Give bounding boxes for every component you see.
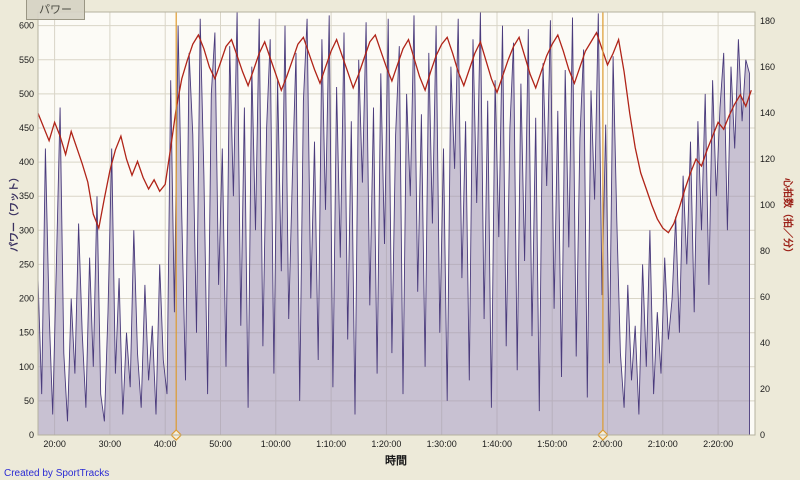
x-tick-label: 1:50:00 [537, 439, 567, 449]
y-left-tick-label: 200 [19, 294, 34, 304]
y-left-tick-label: 250 [19, 259, 34, 269]
x-tick-label: 30:00 [99, 439, 122, 449]
heart-rate-line-series [37, 31, 752, 234]
x-tick-label: 1:30:00 [427, 439, 457, 449]
x-tick-label: 1:20:00 [371, 439, 401, 449]
chart-area: 20:00 30:00 40:00 50:00 1:00:00 1:10:00 1:20:0… [19, 11, 775, 449]
x-tick-label: 2:20:00 [703, 439, 733, 449]
power-heartrate-chart: 20:00 30:00 40:00 50:00 1:00:00 1:10:00 1:20:0… [19, 11, 775, 449]
y-right-tick-label: 180 [760, 16, 775, 26]
sporttracks-credit-link[interactable]: Created by SportTracks [4, 468, 110, 479]
y-left-tick-label: 50 [24, 396, 34, 406]
y-right-tick-label: 100 [760, 200, 775, 210]
y-right-tick-label: 140 [760, 108, 775, 118]
y-right-tick-label: 0 [760, 430, 765, 440]
y-right-tick-label: 80 [760, 246, 770, 256]
x-tick-label: 1:10:00 [316, 439, 346, 449]
y-left-tick-label: 300 [19, 225, 34, 235]
x-tick-label: 40:00 [154, 439, 177, 449]
y-left-tick-label: 350 [19, 191, 34, 201]
y-right-tick-label: 160 [760, 62, 775, 72]
y-left-tick-label: 400 [19, 157, 34, 167]
x-axis-label-time: 時間 [385, 455, 407, 467]
x-tick-label: 50:00 [209, 439, 232, 449]
y-right-tick-label: 60 [760, 292, 770, 302]
y-left-tick-label: 550 [19, 55, 34, 65]
y-left-tick-label: 150 [19, 328, 34, 338]
x-tick-label: 2:10:00 [648, 439, 678, 449]
x-tick-label: 1:40:00 [482, 439, 512, 449]
y-left-tick-label: 500 [19, 89, 34, 99]
y-right-tick-label: 20 [760, 384, 770, 394]
y-left-tick-label: 450 [19, 123, 34, 133]
y-left-tick-label: 600 [19, 21, 34, 31]
y-axis-label-power: パワー（ワット） [9, 172, 21, 252]
x-tick-label: 2:00:00 [592, 439, 622, 449]
y-right-tick-label: 120 [760, 154, 775, 164]
tab-power-series[interactable]: パワー [26, 0, 85, 20]
y-left-tick-label: 100 [19, 362, 34, 372]
x-tick-label: 20:00 [43, 439, 66, 449]
y-right-tick-label: 40 [760, 338, 770, 348]
power-area-series [37, 11, 750, 436]
x-tick-label: 1:00:00 [261, 439, 291, 449]
plot-border [37, 11, 756, 436]
y-axis-label-heartrate: 心拍数（拍／分） [781, 178, 793, 258]
y-left-tick-label: 0 [29, 430, 34, 440]
